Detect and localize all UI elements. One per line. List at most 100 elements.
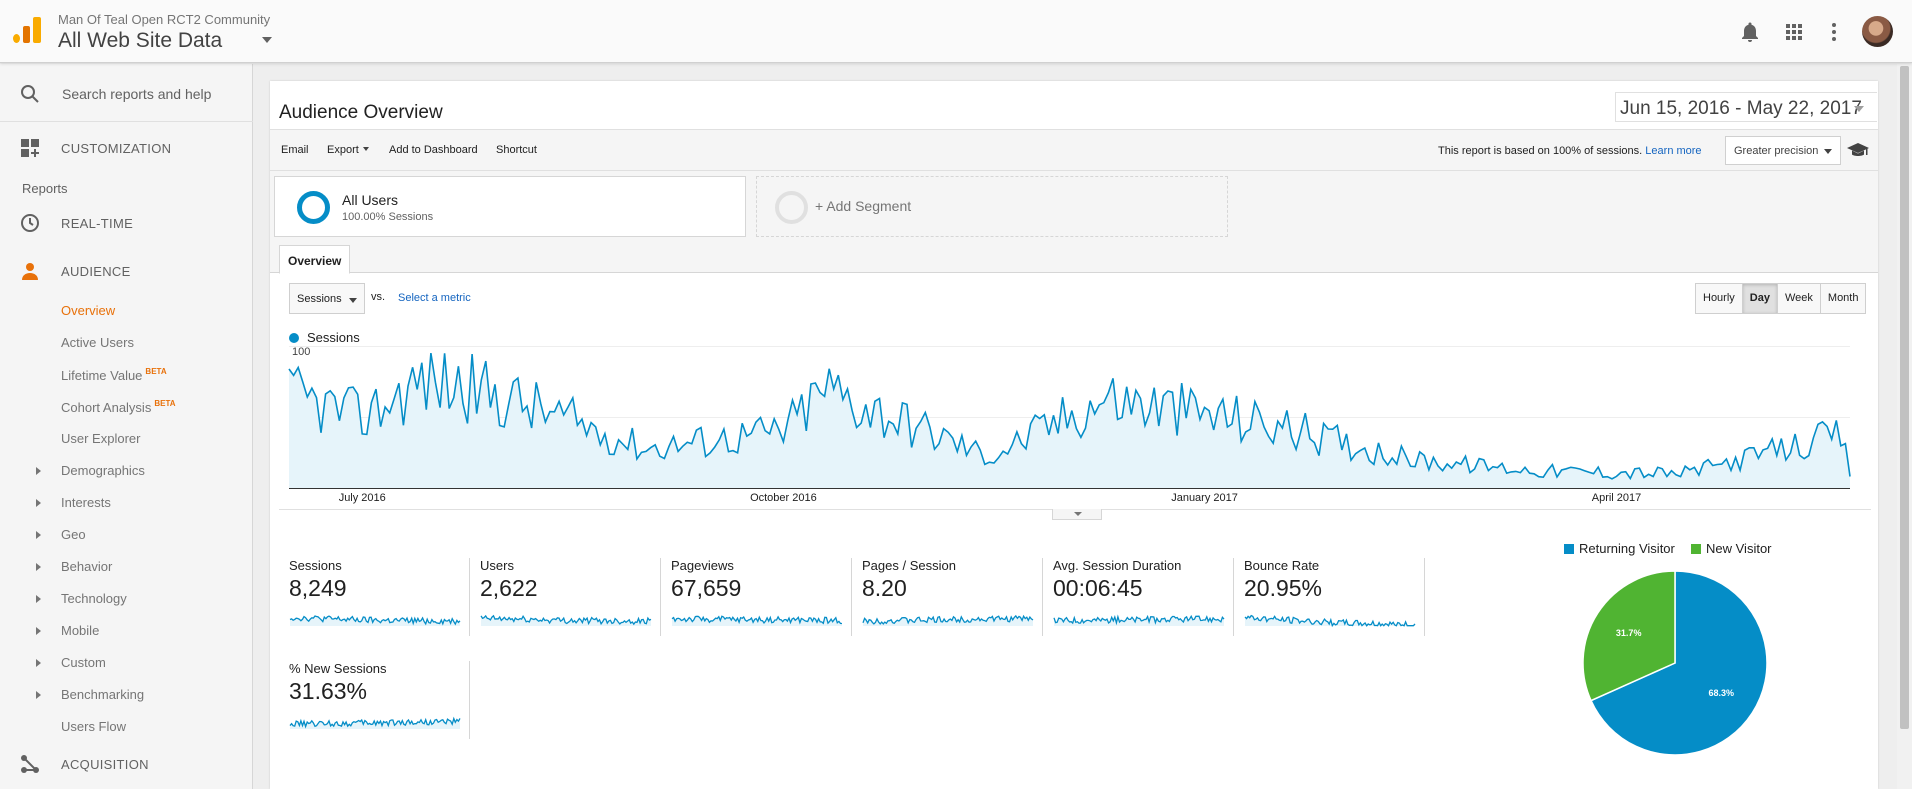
- nav-acquisition[interactable]: ACQUISITION: [0, 749, 253, 779]
- sidebar-item-lifetime-value[interactable]: Lifetime Value BETA: [61, 367, 167, 383]
- granularity-hourly-button[interactable]: Hourly: [1696, 284, 1743, 313]
- granularity-day-button[interactable]: Day: [1742, 284, 1778, 313]
- page-scrollbar[interactable]: [1897, 64, 1912, 789]
- kpi-card[interactable]: Sessions 8,249: [289, 558, 470, 642]
- email-button[interactable]: Email: [281, 144, 309, 156]
- segment-all-users[interactable]: All Users 100.00% Sessions: [274, 176, 746, 237]
- granularity-week-button[interactable]: Week: [1778, 284, 1821, 313]
- nav-realtime-label: REAL-TIME: [61, 216, 134, 231]
- kpi-sparkline: [671, 615, 843, 626]
- sidebar-item-interests[interactable]: Interests: [61, 495, 111, 510]
- x-tick-label: October 2016: [750, 492, 817, 504]
- expand-arrow-icon[interactable]: [36, 627, 41, 635]
- page-title: Audience Overview: [279, 102, 443, 123]
- kpi-label: % New Sessions: [289, 661, 387, 676]
- beta-badge: BETA: [145, 367, 167, 376]
- sidebar-item-users-flow[interactable]: Users Flow: [61, 719, 127, 734]
- pie-slice-returning-visitor: [1590, 570, 1768, 756]
- analytics-logo-icon[interactable]: [13, 17, 41, 43]
- sessions-legend-dot-icon: [289, 333, 299, 343]
- segment-bar: All Users 100.00% Sessions + Add Segment: [270, 171, 1878, 243]
- kpi-separator: [851, 558, 852, 636]
- kpi-card[interactable]: % New Sessions 31.63%: [289, 661, 470, 745]
- scrollbar-thumb[interactable]: [1900, 66, 1909, 729]
- precision-label: Greater precision: [1734, 145, 1819, 157]
- sidebar-item-active-users[interactable]: Active Users: [61, 335, 134, 350]
- more-vert-icon[interactable]: [1822, 20, 1846, 44]
- sidebar-item-benchmarking[interactable]: Benchmarking: [61, 687, 145, 702]
- tab-overview[interactable]: Overview: [279, 245, 350, 274]
- sidebar-item-overview[interactable]: Overview: [61, 303, 116, 318]
- add-segment-button[interactable]: + Add Segment: [756, 176, 1228, 237]
- apps-grid-icon[interactable]: [1782, 20, 1806, 44]
- kpi-value: 67,659: [671, 575, 742, 601]
- kpi-card[interactable]: Pageviews 67,659: [671, 558, 852, 642]
- sidebar-item-cohort-analysis[interactable]: Cohort Analysis BETA: [61, 399, 176, 415]
- date-range-caret-icon[interactable]: [1854, 106, 1864, 112]
- metric-dropdown[interactable]: Sessions: [289, 283, 365, 314]
- metric-dropdown-label: Sessions: [297, 293, 342, 305]
- expand-arrow-icon[interactable]: [36, 659, 41, 667]
- metric-caret-icon: [349, 298, 357, 303]
- pie-legend-new: New Visitor: [1691, 541, 1772, 556]
- new-visitor-swatch-icon: [1691, 544, 1701, 554]
- visitor-type-pie-chart[interactable]: 68.3% 31.7%: [1575, 563, 1775, 763]
- collapse-chart-toggle[interactable]: [1052, 509, 1102, 520]
- expand-arrow-icon[interactable]: [36, 531, 41, 539]
- kpi-card[interactable]: Avg. Session Duration 00:06:45: [1053, 558, 1234, 642]
- beta-badge: BETA: [154, 399, 176, 408]
- kpi-separator: [1233, 558, 1234, 636]
- avatar[interactable]: [1862, 16, 1893, 47]
- report-panel: Audience Overview Jun 15, 2016 - May 22,…: [270, 81, 1878, 789]
- search-input[interactable]: Search reports and help: [62, 86, 212, 102]
- kpi-value: 8.20: [862, 575, 907, 601]
- graduation-cap-icon[interactable]: [1847, 142, 1869, 158]
- view-name[interactable]: All Web Site Data: [58, 29, 223, 52]
- expand-arrow-icon[interactable]: [36, 691, 41, 699]
- kpi-value: 00:06:45: [1053, 575, 1143, 601]
- search-reports[interactable]: Search reports and help: [0, 64, 253, 122]
- kpi-card[interactable]: Bounce Rate 20.95%: [1244, 558, 1425, 642]
- report-tabs: Overview: [270, 243, 1878, 274]
- shortcut-button[interactable]: Shortcut: [496, 144, 537, 156]
- export-button[interactable]: Export: [327, 144, 369, 156]
- sidebar-item-behavior[interactable]: Behavior: [61, 559, 113, 574]
- x-tick-label: January 2017: [1171, 492, 1238, 504]
- sidebar-item-custom[interactable]: Custom: [61, 655, 106, 670]
- segment-percentage: 100.00% Sessions: [342, 211, 434, 223]
- date-range-picker[interactable]: Jun 15, 2016 - May 22, 2017: [1615, 92, 1877, 122]
- account-property-name[interactable]: Man Of Teal Open RCT2 Community: [58, 12, 271, 27]
- nav-customization[interactable]: CUSTOMIZATION: [0, 133, 253, 163]
- search-icon: [21, 85, 39, 103]
- expand-arrow-icon[interactable]: [36, 499, 41, 507]
- sidebar-item-mobile[interactable]: Mobile: [61, 623, 100, 638]
- kpi-label: Pages / Session: [862, 558, 956, 573]
- kpi-card[interactable]: Pages / Session 8.20: [862, 558, 1043, 642]
- sidebar-item-geo[interactable]: Geo: [61, 527, 86, 542]
- kpi-separator: [1042, 558, 1043, 636]
- sidebar-item-technology[interactable]: Technology: [61, 591, 127, 606]
- sparkline-fill: [481, 615, 651, 626]
- granularity-month-button[interactable]: Month: [1827, 292, 1859, 304]
- nav-realtime[interactable]: REAL-TIME: [0, 208, 253, 238]
- sparkline-line: [862, 614, 1034, 625]
- person-icon: [22, 263, 38, 280]
- sidebar-item-user-explorer[interactable]: User Explorer: [61, 431, 141, 446]
- expand-arrow-icon[interactable]: [36, 563, 41, 571]
- returning-visitor-swatch-icon: [1564, 544, 1574, 554]
- bell-icon[interactable]: [1738, 20, 1762, 44]
- granularity-toggle: Hourly Day Week Month: [1695, 283, 1867, 314]
- sidebar-item-demographics[interactable]: Demographics: [61, 463, 145, 478]
- expand-arrow-icon[interactable]: [36, 595, 41, 603]
- sessions-legend-label: Sessions: [307, 330, 360, 345]
- view-dropdown-caret-icon[interactable]: [262, 37, 272, 43]
- add-to-dashboard-button[interactable]: Add to Dashboard: [389, 144, 478, 156]
- precision-select[interactable]: Greater precision: [1725, 136, 1841, 165]
- expand-arrow-icon[interactable]: [36, 467, 41, 475]
- nav-audience[interactable]: AUDIENCE: [0, 256, 253, 286]
- kpi-sparkline: [862, 614, 1034, 626]
- select-metric-link[interactable]: Select a metric: [398, 292, 471, 304]
- kpi-card[interactable]: Users 2,622: [480, 558, 661, 642]
- learn-more-link[interactable]: Learn more: [1645, 145, 1702, 157]
